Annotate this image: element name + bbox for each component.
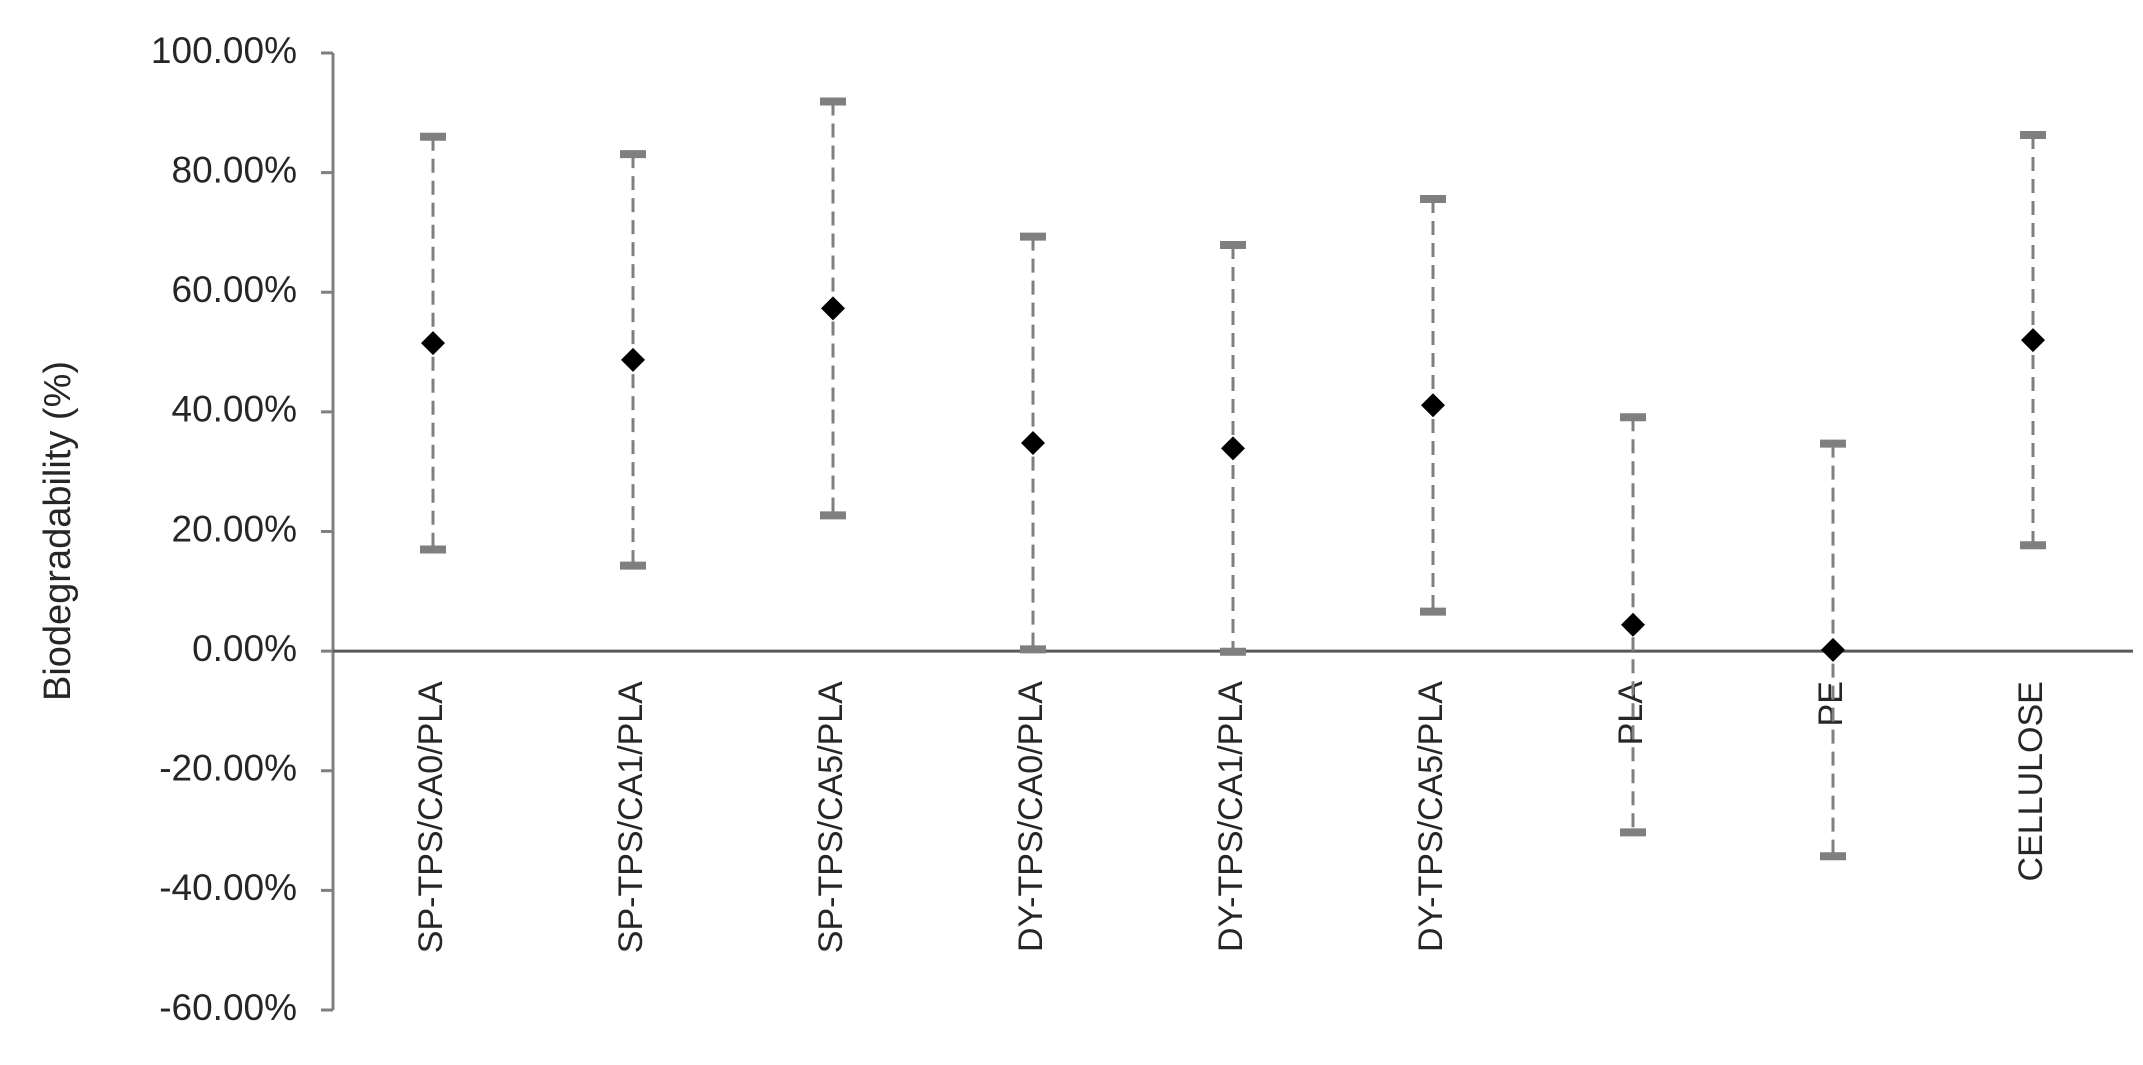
x-tick-label: SP-TPS/CA5/PLA	[812, 681, 850, 953]
point	[1821, 637, 1845, 662]
x-tick-label: SP-TPS/CA0/PLA	[412, 681, 450, 953]
y-tick-label: 20.00%	[172, 508, 298, 549]
point	[1421, 393, 1445, 418]
y-tick-label: 0.00%	[192, 628, 297, 669]
point	[1021, 430, 1045, 455]
point	[2021, 328, 2045, 353]
y-tick-label: 40.00%	[172, 389, 298, 430]
point	[821, 296, 845, 321]
y-tick-label: 60.00%	[172, 269, 298, 310]
x-tick-label: DY-TPS/CA5/PLA	[1412, 681, 1450, 952]
x-tick-label: DY-TPS/CA1/PLA	[1212, 681, 1250, 952]
x-tick-label: CELLULOSE	[2012, 681, 2050, 881]
y-tick-label: 80.00%	[172, 149, 298, 190]
point	[1621, 612, 1645, 637]
y-tick-label: -60.00%	[159, 987, 297, 1028]
y-tick-label: -40.00%	[159, 867, 297, 908]
y-axis-label: Biodegradability (%)	[37, 361, 79, 701]
x-tick-label: PLA	[1612, 681, 1650, 746]
x-tick-label: SP-TPS/CA1/PLA	[612, 681, 650, 953]
x-tick-label: DY-TPS/CA0/PLA	[1012, 681, 1050, 952]
x-tick-label: PE	[1812, 681, 1850, 726]
y-tick-label: -20.00%	[159, 748, 297, 789]
y-tick-label: 100.00%	[151, 30, 297, 71]
point	[621, 347, 645, 372]
point	[1221, 436, 1245, 461]
point	[421, 331, 445, 356]
